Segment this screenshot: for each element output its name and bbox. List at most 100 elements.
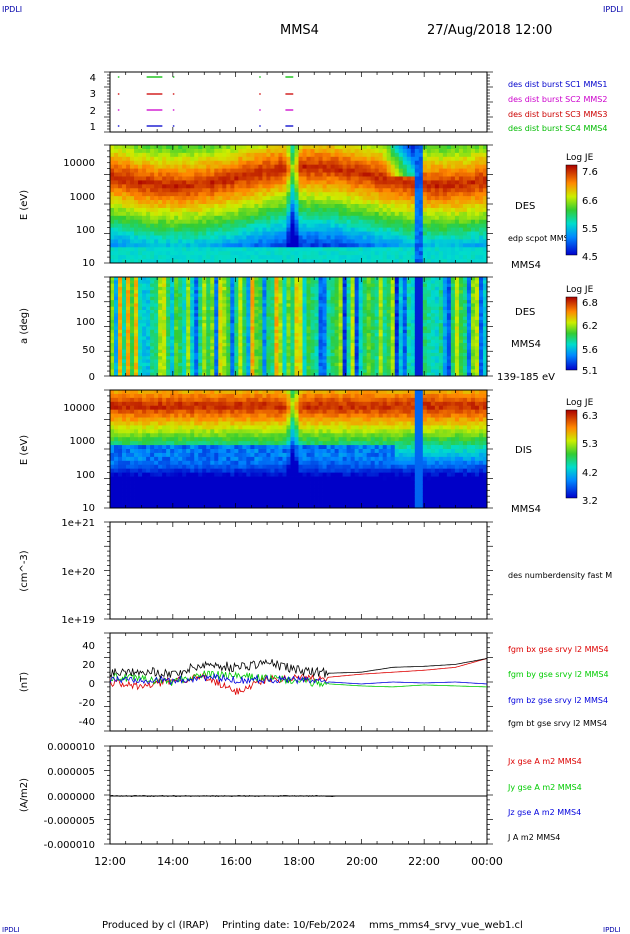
spec1-cell bbox=[202, 172, 207, 177]
spec1-cell bbox=[246, 188, 251, 193]
spec1-cell bbox=[126, 156, 131, 162]
spec2-cell bbox=[194, 300, 199, 304]
spec2-cell bbox=[362, 343, 368, 347]
spec1-cell bbox=[114, 184, 119, 189]
spec1-cell bbox=[378, 164, 384, 169]
spec1-cell bbox=[466, 251, 472, 256]
spec2-cell bbox=[270, 329, 275, 334]
spec1-cell bbox=[358, 223, 364, 228]
spec1-cell bbox=[254, 145, 259, 150]
spec1-cell bbox=[446, 239, 452, 244]
spec1-cell bbox=[146, 168, 151, 173]
spec2-cell bbox=[198, 316, 203, 321]
spec2-cell bbox=[146, 310, 151, 314]
spec1-cell bbox=[186, 251, 191, 256]
spec1-cell bbox=[190, 200, 195, 205]
spec2-cell bbox=[230, 362, 235, 367]
spec1-cell bbox=[302, 196, 307, 201]
spec2-cell bbox=[202, 362, 207, 367]
spec1-cell bbox=[354, 176, 360, 181]
spec2-cell bbox=[254, 346, 259, 350]
spec2-cell bbox=[214, 346, 219, 350]
spec1-cell bbox=[294, 160, 299, 166]
spec2-cell bbox=[310, 346, 315, 350]
spec1-cell bbox=[170, 160, 175, 166]
spec1-cell bbox=[438, 207, 444, 213]
spec1-cell bbox=[250, 148, 255, 154]
spec1-cell bbox=[246, 227, 251, 232]
spec2-cell bbox=[338, 362, 344, 367]
spec2-cell bbox=[318, 300, 323, 304]
spec2-cell bbox=[334, 283, 340, 288]
spec2-cell bbox=[342, 326, 348, 331]
spec1-cell bbox=[418, 227, 424, 232]
spec1-cell bbox=[110, 145, 115, 150]
spec1-cell bbox=[434, 164, 440, 169]
spec2-cell bbox=[342, 319, 348, 324]
spec1-cell bbox=[346, 227, 352, 232]
spec2-cell bbox=[214, 293, 219, 298]
spec1-cell bbox=[274, 207, 279, 213]
spec1-cell bbox=[146, 227, 151, 232]
spec2-cell bbox=[254, 339, 259, 344]
spec2-cell bbox=[130, 277, 135, 281]
spec1-cell bbox=[262, 243, 267, 248]
spec2-cell bbox=[162, 362, 167, 367]
spec2-cell bbox=[110, 356, 115, 360]
spec2-cell bbox=[234, 346, 239, 350]
spec1-cell bbox=[262, 235, 267, 240]
spec1-cell bbox=[142, 243, 147, 248]
spec1-cell bbox=[250, 176, 255, 181]
spec2-cell bbox=[326, 359, 331, 364]
spec1-cell bbox=[410, 188, 416, 193]
spec1-cell bbox=[242, 219, 247, 225]
spec2-cell bbox=[146, 352, 151, 357]
spec1-cell bbox=[174, 164, 179, 169]
spec1-cell bbox=[266, 172, 271, 177]
spec2-cell bbox=[130, 313, 135, 317]
spec1-cell bbox=[286, 168, 291, 173]
spec2-cell bbox=[202, 359, 207, 364]
spec1-cell bbox=[306, 211, 311, 217]
spec1-cell bbox=[362, 223, 368, 228]
spec2-cell bbox=[338, 300, 344, 304]
spec2-cell bbox=[306, 306, 311, 311]
spec1-cell bbox=[166, 168, 171, 173]
spec1-cell bbox=[358, 200, 364, 205]
spec1-cell bbox=[242, 231, 247, 236]
spec1-cell bbox=[426, 160, 432, 166]
spec1-cell bbox=[466, 145, 472, 150]
spec1-cell bbox=[134, 152, 139, 158]
spec2-cell bbox=[334, 369, 340, 374]
spec1-cell bbox=[210, 211, 215, 217]
spec1-cell bbox=[478, 180, 484, 185]
spec1-cell bbox=[218, 172, 223, 177]
spec2-cell bbox=[218, 369, 223, 374]
spec2-cell bbox=[110, 313, 115, 317]
spec2-cell bbox=[118, 283, 123, 288]
spec2-cell bbox=[310, 336, 315, 341]
spec1-cell bbox=[342, 200, 348, 205]
spec1-cell bbox=[414, 211, 420, 217]
spec2-cell bbox=[162, 323, 167, 327]
spec1-cell bbox=[314, 176, 319, 181]
spec2-cell bbox=[318, 326, 323, 331]
spec2-cell bbox=[238, 369, 243, 374]
spec2-cell bbox=[210, 296, 215, 301]
spec1-cell bbox=[222, 227, 227, 232]
spec1-cell bbox=[226, 239, 231, 244]
spec1-cell bbox=[298, 156, 303, 162]
spec1-cell bbox=[306, 164, 311, 169]
spec2-cell bbox=[122, 329, 127, 334]
spec1-cell bbox=[250, 247, 255, 252]
spec1-cell bbox=[258, 235, 263, 240]
spec1-cell bbox=[266, 192, 271, 197]
spec1-cell bbox=[322, 255, 327, 260]
spec1-cell bbox=[382, 145, 388, 150]
spec1-cell bbox=[254, 156, 259, 162]
spec2-cell bbox=[114, 277, 119, 281]
spec1-cell bbox=[358, 215, 364, 221]
spec2-cell bbox=[358, 277, 364, 281]
spec1-cell bbox=[446, 200, 452, 205]
spec1-cell bbox=[166, 215, 171, 221]
